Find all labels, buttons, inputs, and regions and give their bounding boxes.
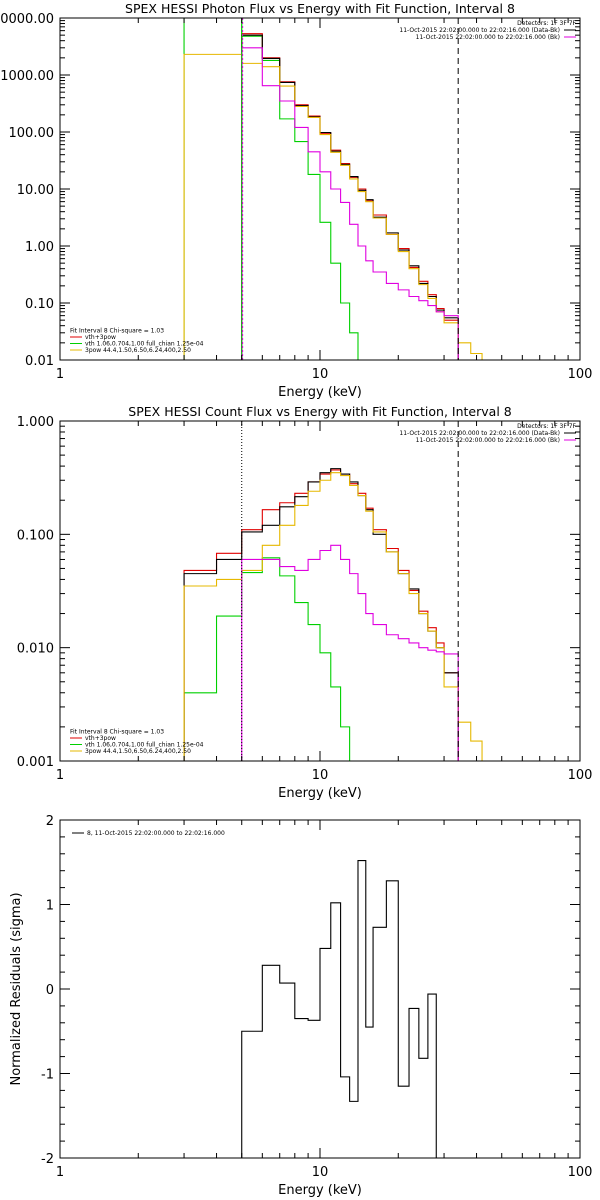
series-3-line (183, 53, 483, 360)
legend-entry: 11-Oct-2015 22:02:00.000 to 22:02:16.000… (416, 34, 560, 41)
y-axis-label: Normalized Residuals (sigma) (9, 892, 24, 1085)
series-4-line (241, 544, 459, 761)
x-axis-label: Energy (keV) (278, 1183, 362, 1198)
legend-entry: 8, 11-Oct-2015 22:02:00.000 to 22:02:16.… (87, 830, 225, 837)
y-tick-label: -1 (41, 1068, 54, 1083)
series-0-line (241, 860, 437, 1158)
y-tick-label: 0 (46, 983, 54, 998)
y-tick-label: 0.010 (17, 642, 54, 657)
y-tick-label: 0.01 (25, 354, 54, 369)
series-0-line (183, 557, 351, 761)
y-tick-label: 0000.00 (0, 12, 54, 27)
x-tick-label: 1 (56, 768, 64, 783)
x-axis-label: Energy (keV) (278, 786, 362, 801)
x-tick-label: 100 (568, 1165, 593, 1180)
x-tick-label: 10 (312, 367, 329, 382)
x-axis-ticks (59, 421, 581, 761)
x-tick-label: 1 (56, 1165, 64, 1180)
fit-legend-entry: 3pow 44.4,1.50,6.50,6.24,400,2.50 (85, 347, 191, 354)
x-tick-label: 10 (312, 768, 329, 783)
count-flux-chart: SPEX HESSI Count Flux vs Energy with Fit… (17, 404, 593, 801)
detectors-label: Detectors: 1F 3F 7F (517, 20, 576, 27)
series-4-line (241, 47, 459, 360)
y-tick-label: 100.00 (9, 126, 55, 141)
y-tick-label: 1.000 (17, 415, 54, 430)
series-3-line (183, 472, 493, 761)
plot-area (183, 18, 483, 360)
x-tick-label: 1 (56, 367, 64, 382)
x-axis-ticks (59, 820, 581, 1158)
plot-area (183, 468, 493, 761)
photon-flux-chart: SPEX HESSI Photon Flux vs Energy with Fi… (0, 1, 593, 400)
plot-area (241, 860, 437, 1158)
fit-legend-entry: vth+3pow (85, 334, 116, 341)
y-tick-label: 0.10 (25, 297, 54, 312)
legend-entry: 11-Oct-2015 22:02:00.000 to 22:02:16.000… (399, 27, 560, 34)
y-axis-ticks (60, 819, 580, 1159)
fit-legend-entry: vth+3pow (85, 735, 116, 742)
x-tick-label: 100 (568, 768, 593, 783)
fit-legend-entry: vth 1.06,0.704,1.00 full_chian 1.25e-04 (85, 341, 204, 348)
y-axis-ticks (60, 425, 580, 762)
x-axis-ticks (59, 18, 581, 360)
fit-legend-entry: Fit Interval 8 Chi-square = 1.03 (70, 328, 164, 335)
fit-legend-entry: Fit Interval 8 Chi-square = 1.03 (70, 729, 164, 736)
y-tick-label: 1 (46, 899, 54, 914)
fit-legend-entry: vth 1.06,0.704,1.00 full_chian 1.25e-04 (85, 742, 204, 749)
fit-legend-entry: 3pow 44.4,1.50,6.50,6.24,400,2.50 (85, 748, 191, 755)
legend-entry: 11-Oct-2015 22:02:00.000 to 22:02:16.000… (416, 437, 560, 444)
x-tick-label: 100 (568, 367, 593, 382)
detectors-label: Detectors: 1F 3F 7F (517, 423, 576, 430)
y-tick-label: 1000.00 (0, 69, 54, 84)
legend-entry: 11-Oct-2015 22:02:00.000 to 22:02:16.000… (399, 430, 560, 437)
x-tick-label: 10 (312, 1165, 329, 1180)
chart-title: SPEX HESSI Photon Flux vs Energy with Fi… (125, 1, 515, 16)
y-tick-label: 0.001 (17, 755, 54, 770)
series-0-line (183, 18, 359, 360)
y-tick-label: 1.00 (25, 240, 54, 255)
y-tick-label: -2 (41, 1152, 54, 1167)
y-tick-label: 2 (46, 814, 54, 829)
axes-frame (59, 420, 581, 762)
chart-title: SPEX HESSI Count Flux vs Energy with Fit… (128, 404, 511, 419)
series-1-line (183, 469, 459, 761)
y-axis-ticks (60, 20, 580, 361)
y-tick-label: 0.100 (17, 528, 54, 543)
series-2-line (183, 468, 459, 761)
y-tick-label: 10.00 (17, 183, 54, 198)
x-axis-label: Energy (keV) (278, 385, 362, 400)
